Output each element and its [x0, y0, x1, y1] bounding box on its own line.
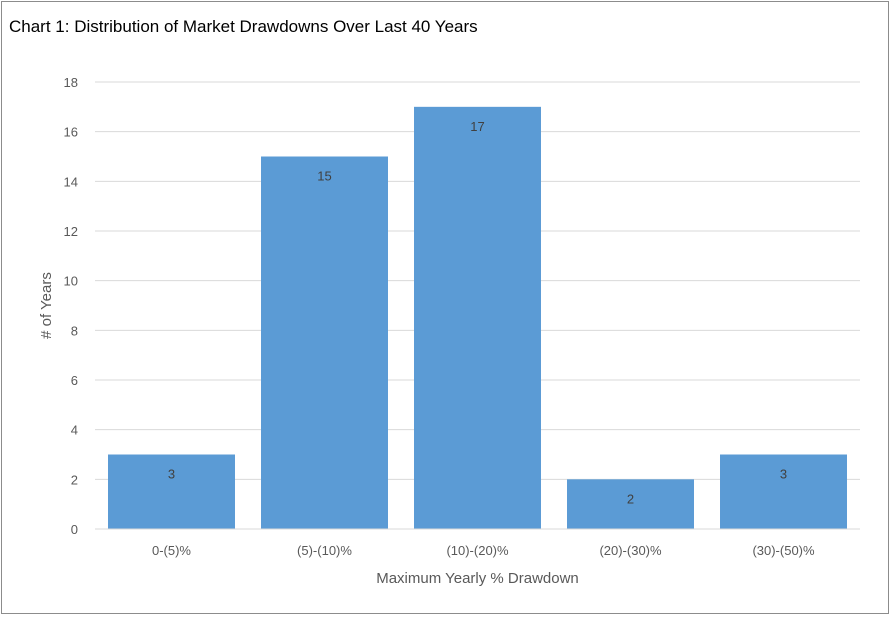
x-tick-label: (10)-(20)% [446, 543, 509, 558]
y-tick-label: 0 [71, 522, 78, 537]
bar-data-label: 17 [470, 119, 484, 134]
y-tick-label: 10 [64, 274, 78, 289]
bars [108, 106, 847, 529]
y-tick-label: 12 [64, 224, 78, 239]
x-tick-label: (30)-(50)% [752, 543, 815, 558]
y-tick-label: 16 [64, 125, 78, 140]
y-axis-title: # of Years [38, 272, 55, 339]
x-tick-label: (20)-(30)% [599, 543, 662, 558]
x-axis-ticks: 0-(5)% (5)-(10)% (10)-(20)% (20)-(30)% (30)-… [152, 543, 815, 558]
y-tick-label: 18 [64, 75, 78, 90]
y-tick-label: 8 [71, 323, 78, 338]
bar-data-label: 15 [317, 169, 331, 184]
y-tick-label: 6 [71, 373, 78, 388]
x-tick-label: (5)-(10)% [297, 543, 352, 558]
y-tick-label: 14 [64, 174, 78, 189]
bar [720, 454, 847, 529]
y-tick-label: 4 [71, 423, 78, 438]
bar [261, 156, 388, 529]
data-labels: 3 15 17 2 3 [168, 119, 787, 507]
bar [414, 106, 541, 529]
bar [108, 454, 235, 529]
bar-data-label: 3 [168, 467, 175, 482]
chart-title: Chart 1: Distribution of Market Drawdown… [9, 17, 478, 36]
bar [567, 479, 694, 529]
y-tick-label: 2 [71, 472, 78, 487]
x-tick-label: 0-(5)% [152, 543, 191, 558]
bar-data-label: 2 [627, 491, 634, 506]
x-axis-title: Maximum Yearly % Drawdown [376, 570, 579, 587]
y-axis-ticks: 0 2 4 6 8 10 12 14 16 18 [64, 75, 78, 537]
bar-data-label: 3 [780, 467, 787, 482]
